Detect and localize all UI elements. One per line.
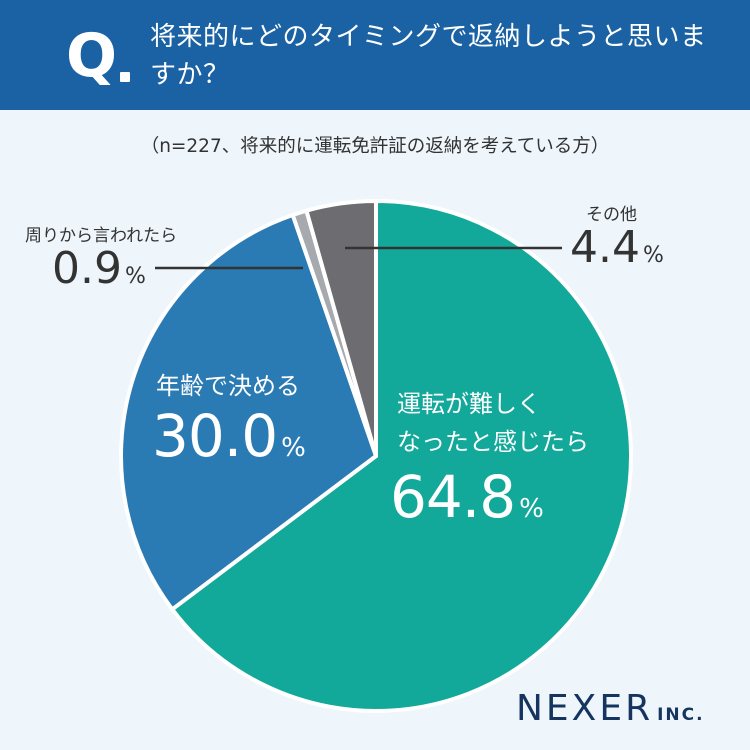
slice-label-other: その他	[586, 205, 637, 225]
q-dot	[120, 72, 130, 82]
slice-value-other: 4.4%	[570, 222, 664, 273]
slice-label-age: 年齢で決める	[156, 372, 300, 400]
sample-note: （n=227、将来的に運転免許証の返納を考えている方）	[140, 136, 610, 157]
slice-value-other-number: 4.4	[570, 222, 640, 273]
brand-suffix: INC.	[657, 705, 705, 725]
question-header: Q 将来的にどのタイミングで返納しようと思いますか？	[0, 0, 750, 110]
slice-value-others: 0.9%	[52, 243, 146, 294]
question-text: 将来的にどのタイミングで返納しようと思いますか？	[150, 22, 707, 90]
slice-value-driving: 64.8%	[390, 463, 544, 531]
nexer-logo: NEXER INC.	[516, 688, 705, 729]
slice-label-driving-line2: なったと感じたら	[397, 428, 589, 456]
slice-label-driving-line1: 運転が難しく	[397, 390, 541, 418]
slice-value-driving-unit: %	[519, 494, 544, 524]
slice-value-others-unit: %	[124, 264, 146, 289]
slice-value-other-unit: %	[642, 243, 664, 268]
brand-name: NEXER	[516, 688, 654, 729]
slice-label-others: 周りから言われたら	[25, 226, 178, 246]
slice-label-driving: 運転が難しく なったと感じたら	[397, 385, 589, 461]
slice-value-others-number: 0.9	[52, 243, 122, 294]
slice-value-driving-number: 64.8	[390, 463, 516, 531]
q-mark: Q	[66, 21, 118, 91]
slice-value-age: 30.0%	[152, 402, 306, 470]
pie-slice-age	[119, 212, 378, 612]
pie-slice-other	[304, 199, 378, 458]
slice-value-age-number: 30.0	[152, 402, 278, 470]
slice-value-age-unit: %	[281, 433, 306, 463]
